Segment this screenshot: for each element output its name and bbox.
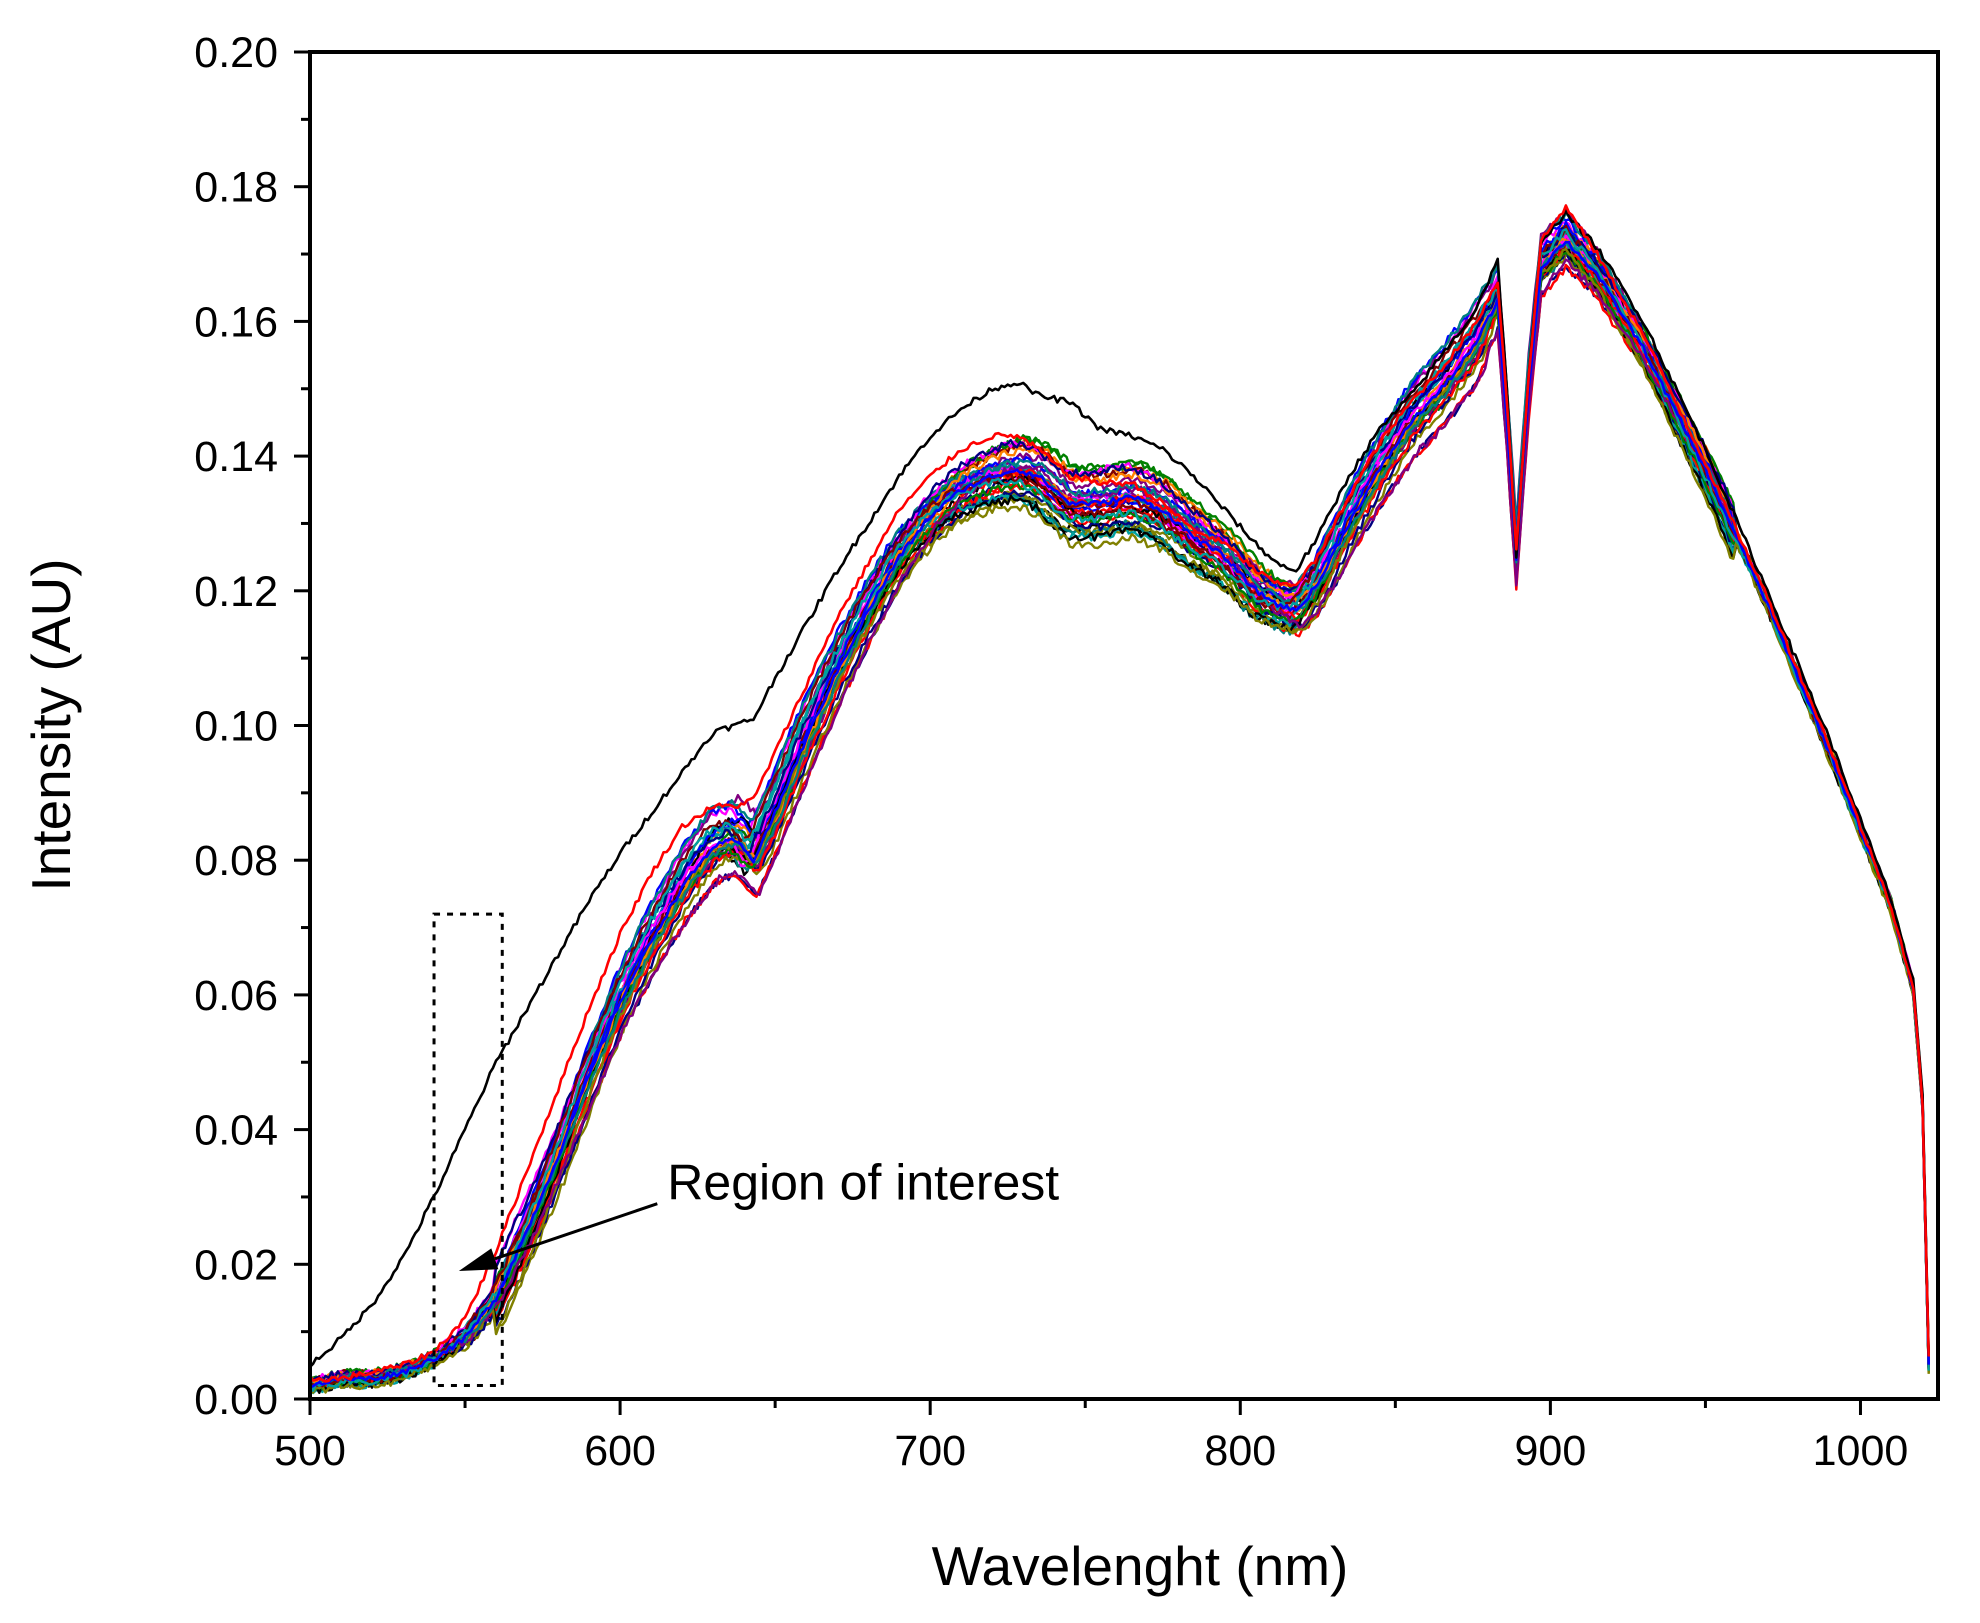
- y-axis: 0.00 0.02 0.04 0.06 0.08 0.10 0.12 0.14 0.16 0.18…: [194, 29, 310, 1424]
- y-tick-label: 0.12: [194, 568, 278, 616]
- region-of-interest-box: [432, 912, 504, 1388]
- y-tick-label: 0.06: [194, 972, 278, 1020]
- x-axis-title: Wavelenght (nm): [932, 1535, 1349, 1597]
- replicate-spectrum-line: [310, 228, 1930, 1392]
- y-axis-title: Intensity (AU): [20, 558, 82, 891]
- x-tick-label: 700: [894, 1427, 966, 1475]
- outlier-red-line: [310, 204, 1930, 1383]
- region-of-interest-arrow: [494, 1202, 658, 1261]
- series-layer: [310, 204, 1930, 1395]
- y-tick-label: 0.04: [194, 1107, 278, 1155]
- replicate-spectrum-line: [310, 247, 1930, 1394]
- y-tick-label: 0.00: [194, 1376, 278, 1424]
- x-axis: 500 600 700 800 900 1000: [274, 1399, 1908, 1475]
- region-of-interest-label: Region of interest: [667, 1155, 1059, 1211]
- plot-area: [308, 50, 1940, 1401]
- y-tick-label: 0.20: [194, 29, 278, 77]
- arrowhead-icon: [458, 1248, 499, 1272]
- y-tick-label: 0.16: [194, 298, 278, 346]
- y-tick-label: 0.18: [194, 164, 278, 212]
- x-tick-label: 900: [1515, 1427, 1587, 1475]
- x-tick-label: 800: [1204, 1427, 1276, 1475]
- annotation: Region of interest: [432, 912, 1059, 1388]
- outlier-black-line: [310, 209, 1930, 1368]
- main-band-line: [310, 240, 1930, 1389]
- y-tick-label: 0.02: [194, 1241, 278, 1289]
- replicate-spectrum-line: [310, 224, 1930, 1383]
- x-tick-label: 500: [274, 1427, 346, 1475]
- y-tick-label: 0.10: [194, 703, 278, 751]
- y-tick-label: 0.14: [194, 433, 278, 481]
- replicate-spectrum-line: [310, 223, 1930, 1391]
- x-tick-label: 600: [584, 1427, 656, 1475]
- y-tick-label: 0.08: [194, 837, 278, 885]
- x-tick-label: 1000: [1813, 1427, 1909, 1475]
- replicate-spectrum-line: [310, 228, 1930, 1390]
